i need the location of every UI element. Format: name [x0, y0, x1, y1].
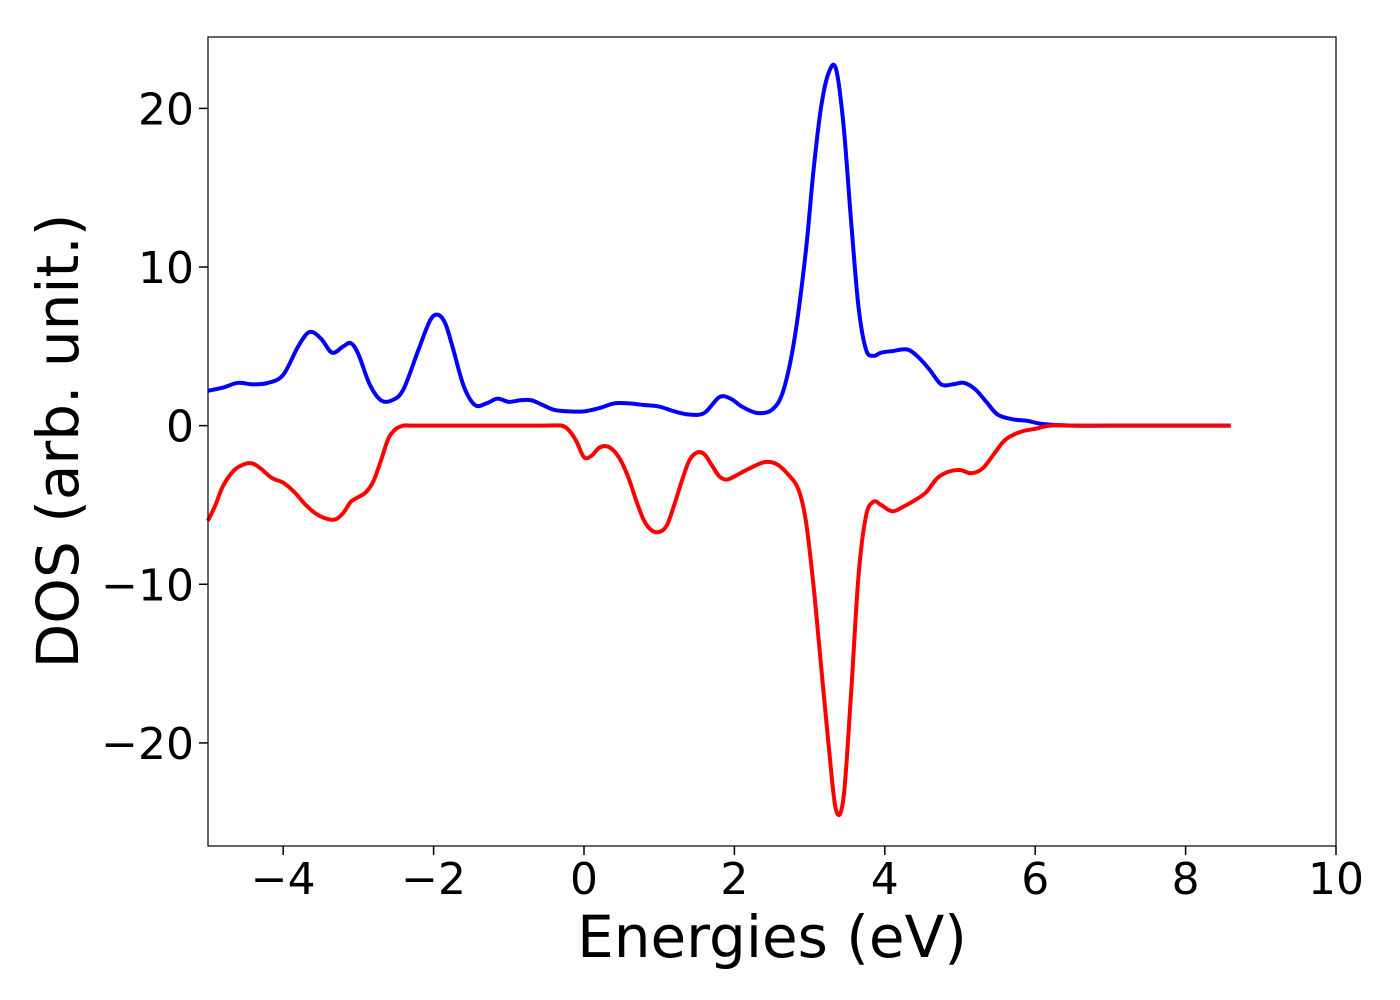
plot-frame [207, 36, 1337, 847]
series-lines [206, 62, 1231, 818]
x-tick-label: 0 [570, 854, 598, 905]
series-line-down [206, 423, 1231, 818]
x-tick-label: 8 [1172, 854, 1200, 905]
plot-background [208, 37, 1336, 846]
y-axis-ticks: −20 −10 0 10 20 [101, 84, 208, 770]
x-axis-ticks: −4 −2 0 2 4 6 8 10 [251, 846, 1364, 905]
series-line-up [207, 62, 1231, 428]
y-tick-label: −20 [101, 719, 194, 770]
x-tick-label: 2 [720, 854, 748, 905]
x-tick-label: 4 [871, 854, 899, 905]
x-tick-label: 10 [1308, 854, 1364, 905]
x-tick-label: −2 [401, 854, 466, 905]
y-tick-label: 20 [138, 84, 194, 135]
y-axis-label: DOS (arb. unit.) [24, 214, 92, 669]
y-tick-label: 10 [138, 243, 194, 294]
y-tick-label: 0 [166, 402, 194, 453]
x-axis-label: Energies (eV) [577, 903, 967, 971]
x-tick-label: 6 [1021, 854, 1049, 905]
x-tick-label: −4 [251, 854, 316, 905]
y-tick-label: −10 [101, 560, 194, 611]
